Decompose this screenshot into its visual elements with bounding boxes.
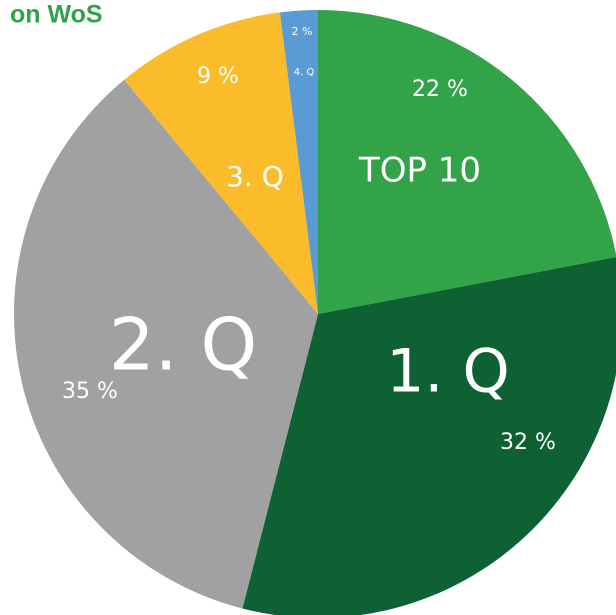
- pie-slice: [13, 79, 318, 609]
- slice-label: 2. Q: [109, 303, 257, 387]
- value-label: 35 %: [62, 379, 118, 404]
- value-label: 32 %: [500, 430, 556, 455]
- pie-slice: [124, 12, 318, 315]
- chart-title: on WoS: [10, 1, 103, 29]
- slice-label: 1. Q: [386, 337, 510, 407]
- pie-slice: [279, 10, 318, 314]
- slice-label: 3. Q: [226, 160, 284, 193]
- pie-slice: [318, 10, 616, 314]
- value-label: 2 %: [292, 25, 313, 38]
- value-label: 22 %: [412, 77, 468, 102]
- value-label: 9 %: [197, 64, 239, 89]
- pie-slice: [242, 257, 616, 615]
- slice-label: 4. Q: [294, 67, 315, 78]
- slice-label: TOP 10: [358, 151, 481, 191]
